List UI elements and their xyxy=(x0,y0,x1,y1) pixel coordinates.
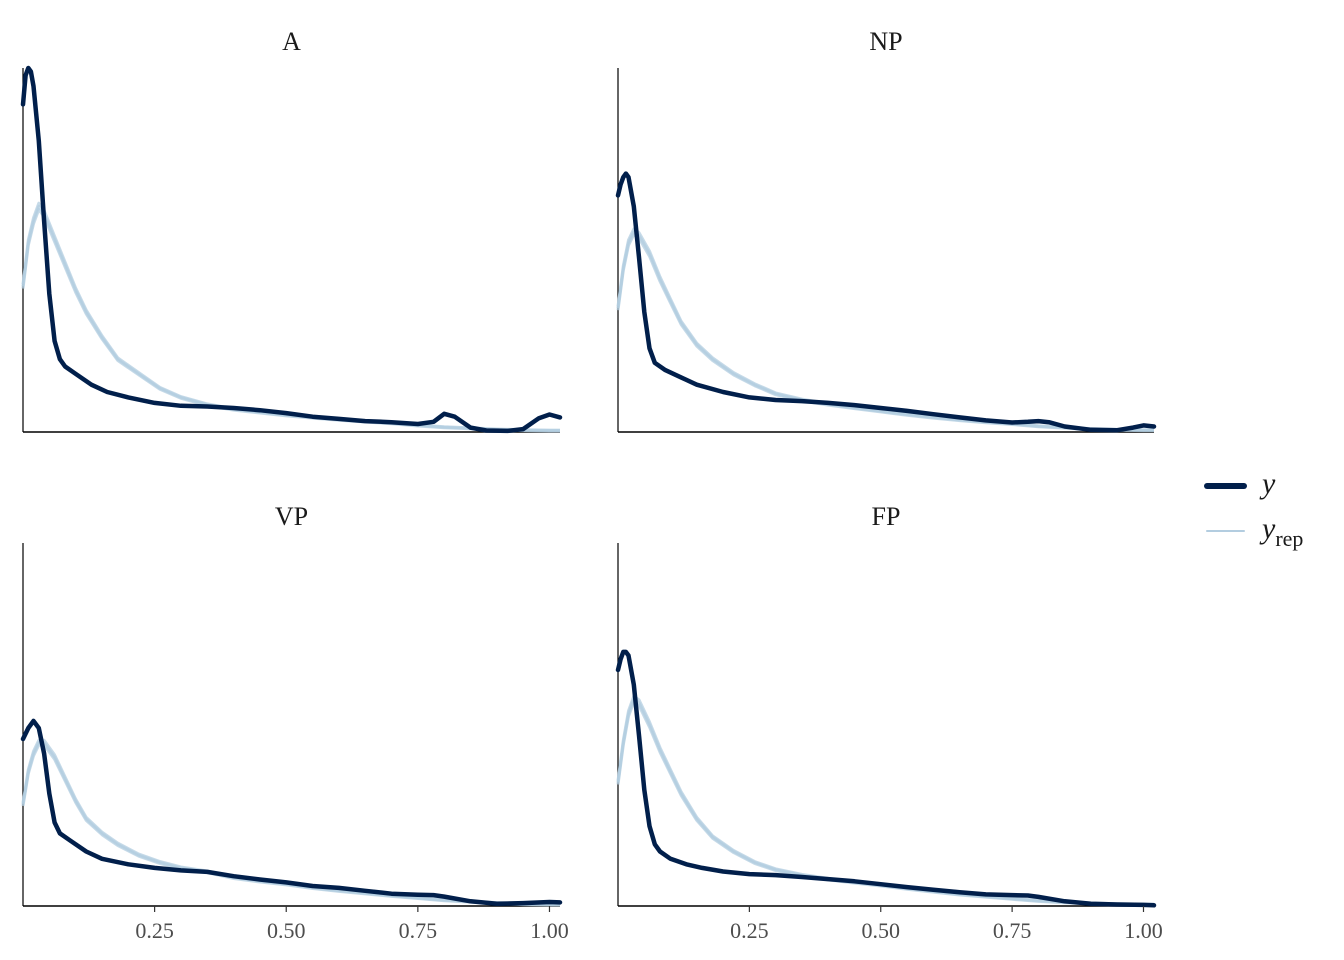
facet-title: A xyxy=(282,27,301,56)
legend-label-main: y xyxy=(1259,512,1276,545)
series-yrep-line xyxy=(616,700,1154,907)
x-tick-label: 1.00 xyxy=(1124,918,1163,943)
facet-title: VP xyxy=(275,502,308,531)
series-yrep-line xyxy=(21,201,560,432)
facet-panels: A NP VP 0.25 0.50 0.75 1.00 FP 0.25 0.50 0.75 1.00 xyxy=(20,27,1163,943)
x-tick-label: 0.75 xyxy=(399,918,438,943)
series-y-line xyxy=(20,718,563,907)
legend-label: yrep xyxy=(1259,512,1303,551)
series-y-line xyxy=(615,649,1157,908)
x-tick-label: 0.25 xyxy=(730,918,769,943)
facet-title: FP xyxy=(872,502,901,531)
series-yrep-line xyxy=(616,697,1154,906)
facet-title: NP xyxy=(869,27,902,56)
legend-label-main: y xyxy=(1259,467,1276,500)
series-yrep-line xyxy=(21,204,560,432)
legend-label: y xyxy=(1259,467,1276,500)
x-tick-label: 0.50 xyxy=(861,918,900,943)
series-yrep-line xyxy=(21,741,560,906)
series-y-line xyxy=(20,65,563,434)
x-tick-label: 1.00 xyxy=(530,918,569,943)
x-tick-label: 0.25 xyxy=(135,918,174,943)
series-yrep-line xyxy=(616,227,1154,432)
panel-np: NP xyxy=(615,27,1157,433)
series-y-line xyxy=(615,171,1157,433)
series-yrep-line xyxy=(616,694,1154,906)
panel-a: A xyxy=(20,27,563,434)
series-yrep-line xyxy=(21,208,560,433)
x-tick-label: 0.50 xyxy=(267,918,306,943)
series-yrep-line xyxy=(21,738,560,906)
series-yrep-line xyxy=(616,233,1154,433)
panel-vp: VP 0.25 0.50 0.75 1.00 xyxy=(20,502,569,943)
panel-fp: FP 0.25 0.50 0.75 1.00 xyxy=(615,502,1163,943)
x-tick-label: 0.75 xyxy=(993,918,1032,943)
legend-label-subscript: rep xyxy=(1275,526,1303,551)
series-yrep-line xyxy=(616,230,1154,432)
